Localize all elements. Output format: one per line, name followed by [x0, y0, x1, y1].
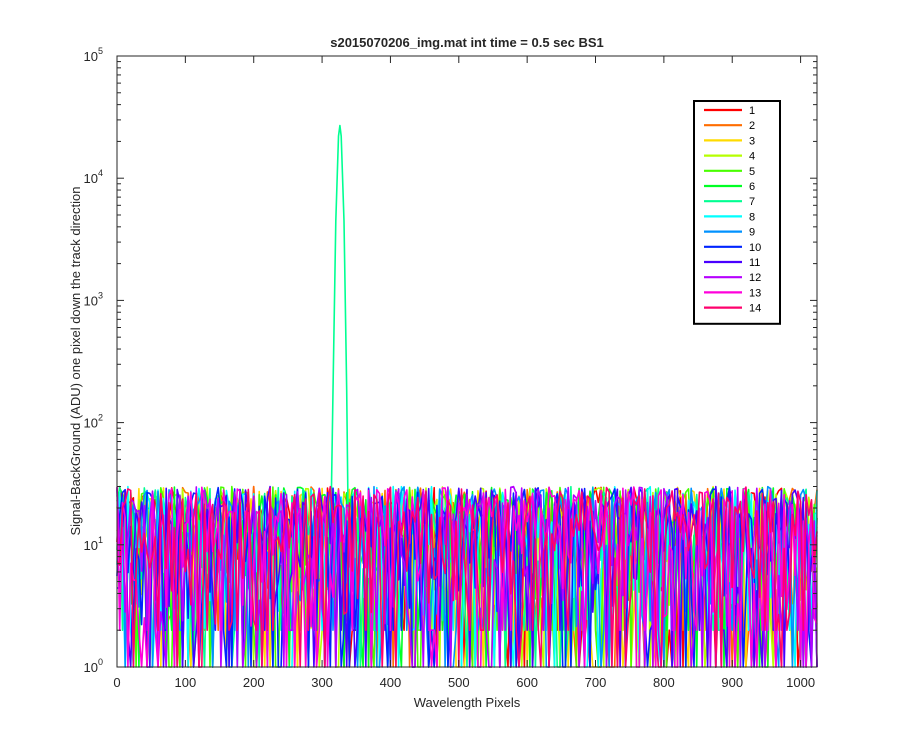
x-tick-label: 200 — [243, 675, 265, 690]
axes-box — [116, 55, 818, 668]
y-tick-label: 102 — [84, 413, 103, 431]
legend-label-5: 5 — [749, 166, 755, 178]
legend-label-6: 6 — [749, 181, 755, 193]
series-line-14 — [116, 485, 818, 668]
y-tick-exponent: 1 — [98, 535, 103, 545]
x-tick-label: 100 — [175, 675, 197, 690]
x-tick-label: 800 — [653, 675, 675, 690]
y-tick-label: 103 — [84, 290, 103, 308]
legend-label-1: 1 — [749, 105, 755, 117]
legend-label-14: 14 — [749, 303, 761, 315]
legend-label-4: 4 — [749, 151, 755, 163]
y-tick-exponent: 5 — [98, 46, 103, 56]
legend-label-7: 7 — [749, 196, 755, 208]
legend-box — [693, 100, 781, 325]
x-tick-label: 300 — [311, 675, 333, 690]
x-tick-label: 900 — [721, 675, 743, 690]
y-tick-label: 101 — [84, 535, 103, 553]
y-tick-base: 10 — [84, 293, 98, 308]
y-tick-exponent: 3 — [98, 290, 103, 300]
y-tick-label: 100 — [84, 657, 103, 675]
y-tick-exponent: 2 — [98, 413, 103, 423]
x-tick-label: 1000 — [786, 675, 815, 690]
axes-layer: 0 100 200 300 400 500 600 700 800 900 100010010110… — [84, 46, 818, 690]
x-tick-label: 600 — [516, 675, 538, 690]
legend-label-12: 12 — [749, 272, 761, 284]
chart-title: s2015070206_img.mat int time = 0.5 sec B… — [330, 35, 604, 50]
legend-label-11: 11 — [749, 257, 760, 269]
y-tick-exponent: 0 — [98, 657, 103, 667]
x-tick-label: 400 — [380, 675, 402, 690]
y-tick-base: 10 — [84, 49, 98, 64]
x-tick-label: 500 — [448, 675, 470, 690]
legend-label-3: 3 — [749, 135, 755, 147]
y-tick-base: 10 — [84, 538, 98, 553]
y-tick-label: 104 — [84, 168, 103, 186]
series-layer — [116, 124, 818, 668]
legend-label-8: 8 — [749, 211, 755, 223]
y-tick-label: 105 — [84, 46, 103, 64]
legend-label-2: 2 — [749, 120, 755, 132]
x-tick-label: 700 — [585, 675, 607, 690]
y-axis-label: Signal-BackGround (ADU) one pixel down t… — [68, 186, 83, 535]
y-tick-base: 10 — [84, 416, 98, 431]
legend-label-13: 13 — [749, 287, 761, 299]
legend-label-10: 10 — [749, 242, 761, 254]
y-tick-base: 10 — [84, 171, 98, 186]
y-tick-base: 10 — [84, 660, 98, 675]
x-axis-label: Wavelength Pixels — [414, 695, 521, 710]
x-tick-label: 0 — [113, 675, 120, 690]
y-tick-exponent: 4 — [98, 168, 103, 178]
legend-label-9: 9 — [749, 227, 755, 239]
